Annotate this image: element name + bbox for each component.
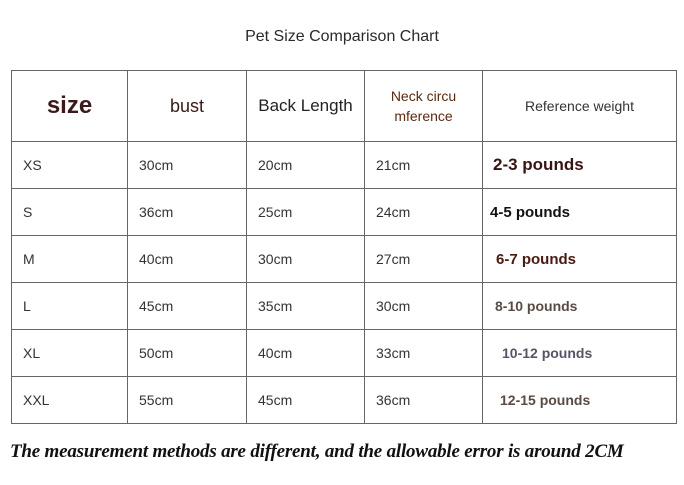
neck-cell: 27cm [364,235,483,283]
header-neck: Neck circu mference [364,70,483,142]
header-bust-label: bust [169,95,205,116]
neck-cell: 24cm [364,188,483,236]
size-table: size bust Back Length Neck circu mference… [11,70,677,424]
weight-cell: 4-5 pounds [482,188,677,236]
weight-cell: 8-10 pounds [482,282,677,330]
header-neck-line2: mference [394,108,453,124]
table-row: XS 30cm 20cm 21cm 2-3 pounds [11,141,677,189]
size-cell: L [11,282,128,330]
header-size: size [11,70,128,142]
back-length-cell: 35cm [246,282,365,330]
weight-cell: 2-3 pounds [482,141,677,189]
back-length-cell: 30cm [246,235,365,283]
size-cell: XXL [11,376,128,424]
header-neck-line1: Neck circu [390,88,457,104]
bust-cell: 50cm [127,329,247,377]
table-row: S 36cm 25cm 24cm 4-5 pounds [11,188,677,236]
header-weight-label: Reference weight [525,98,634,114]
bust-cell: 30cm [127,141,247,189]
header-weight: Reference weight [482,70,677,142]
neck-cell: 33cm [364,329,483,377]
table-row: L 45cm 35cm 30cm 8-10 pounds [11,282,677,330]
table-row: XL 50cm 40cm 33cm 10-12 pounds [11,329,677,377]
back-length-cell: 40cm [246,329,365,377]
back-length-cell: 25cm [246,188,365,236]
footer-note: The measurement methods are different, a… [10,441,624,462]
weight-cell: 12-15 pounds [482,376,677,424]
bust-cell: 40cm [127,235,247,283]
neck-cell: 30cm [364,282,483,330]
bust-cell: 45cm [127,282,247,330]
size-cell: M [11,235,128,283]
header-row: size bust Back Length Neck circu mference… [11,70,677,142]
bust-cell: 55cm [127,376,247,424]
neck-cell: 36cm [364,376,483,424]
back-length-cell: 45cm [246,376,365,424]
bust-cell: 36cm [127,188,247,236]
size-cell: S [11,188,128,236]
table-row: XXL 55cm 45cm 36cm 12-15 pounds [11,376,677,424]
header-back-length: Back Length [246,70,365,142]
chart-title: Pet Size Comparison Chart [245,28,439,45]
header-back-length-label: Back Length [258,96,353,115]
size-cell: XS [11,141,128,189]
weight-cell: 6-7 pounds [482,235,677,283]
neck-cell: 21cm [364,141,483,189]
size-cell: XL [11,329,128,377]
header-bust: bust [127,70,247,142]
weight-cell: 10-12 pounds [482,329,677,377]
header-size-label: size [46,92,93,119]
back-length-cell: 20cm [246,141,365,189]
table-row: M 40cm 30cm 27cm 6-7 pounds [11,235,677,283]
